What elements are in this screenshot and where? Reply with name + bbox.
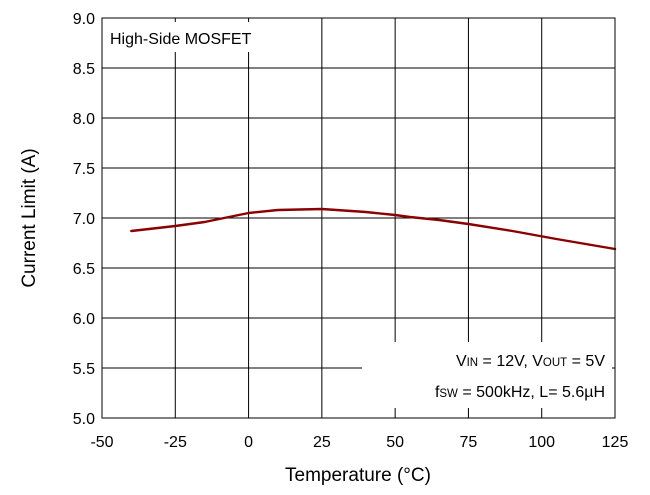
x-tick-label: 75 [460,434,478,451]
y-tick-label: 9.0 [73,11,95,28]
label-box-background [104,22,298,52]
x-tick-label: 25 [313,434,331,451]
x-tick-label: 50 [386,434,404,451]
x-tick-label: 100 [528,434,555,451]
vin-value: = 12V, [478,353,532,370]
fsw-subscript: SW [439,388,458,400]
series-group [130,207,617,251]
x-tick-label: 0 [244,434,253,451]
series-line-0 [130,207,617,251]
vout-value: = 5V [567,353,605,370]
vout-symbol: V [532,353,543,370]
y-tick-label: 6.5 [73,261,95,278]
y-tick-label: 8.0 [73,111,95,128]
plot-frame [101,17,616,419]
y-tick-label: 7.5 [73,161,95,178]
vin-symbol: V [456,353,467,370]
label-box-text: High-Side MOSFET [110,31,252,48]
tick-labels: -50 -25 0 25 50 75 100 125 5.0 5.5 6.0 6.5 7.0 7.5 8.0… [73,11,629,451]
conditions-background [362,342,612,408]
y-tick-label: 8.5 [73,61,95,78]
y-tick-label: 6.0 [73,311,95,328]
fsw-value: = 500kHz, L= 5.6µH [458,384,605,401]
conditions-line-2: fSW = 500kHz, L= 5.6µH [435,384,605,401]
x-tick-label: 125 [602,434,629,451]
x-tick-label: -50 [90,434,113,451]
y-tick-label: 5.0 [73,411,95,428]
x-axis-title: Temperature (°C) [285,465,431,486]
y-axis-title: Current Limit (A) [19,148,40,287]
x-tick-label: -25 [164,434,187,451]
vin-subscript: IN [467,357,479,369]
y-tick-label: 5.5 [73,361,95,378]
fsw-symbol: f [435,384,440,401]
conditions-line-1: VIN = 12V, VOUT = 5V [456,353,605,370]
y-tick-label: 7.0 [73,211,95,228]
vout-subscript: OUT [543,357,567,369]
